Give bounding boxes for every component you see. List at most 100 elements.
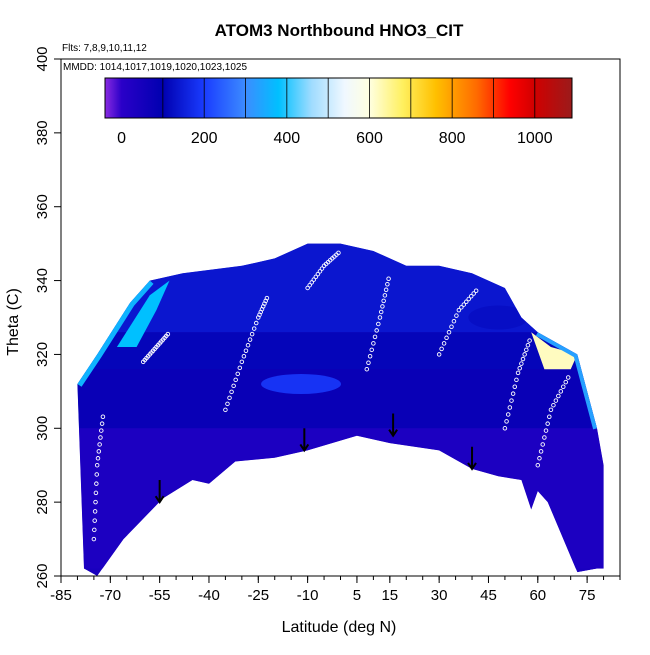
track-point	[509, 398, 514, 403]
colorbar: 0 200 400 600 800 1000	[104, 77, 573, 147]
track-point	[309, 280, 314, 285]
track-point	[245, 342, 251, 348]
track-point	[553, 398, 559, 403]
track-point	[93, 499, 98, 505]
track-point	[223, 407, 228, 413]
track-point	[364, 366, 370, 372]
arrow-head	[299, 443, 310, 453]
track-point	[99, 421, 105, 426]
y-tick-label: 380	[34, 120, 51, 145]
x-tick-label: 45	[480, 587, 497, 604]
track-point	[558, 389, 564, 394]
track-point	[504, 419, 509, 424]
track-point	[524, 347, 529, 353]
track-point	[537, 456, 542, 461]
track-point	[446, 330, 452, 335]
track-point	[225, 401, 230, 407]
track-point	[565, 375, 571, 380]
track-point	[95, 456, 101, 461]
track-point	[369, 347, 374, 353]
flights-annotation: Flts: 7,8,9,10,11,12	[62, 43, 147, 54]
track-point	[165, 331, 171, 337]
track-point	[98, 435, 103, 440]
track-point	[94, 481, 99, 486]
colorbar-tick-label: 600	[356, 130, 383, 147]
track-point	[548, 407, 554, 413]
track-point	[543, 428, 549, 433]
data-band	[77, 332, 604, 370]
track-point	[527, 338, 532, 343]
data-band	[77, 369, 604, 429]
dates-annotation: MMDD: 1014,1017,1019,1020,1023,1025	[63, 62, 247, 73]
colorbar-tick-label: 800	[439, 130, 466, 147]
track-point	[92, 509, 98, 514]
track-point	[97, 442, 102, 447]
track-point	[239, 359, 245, 365]
track-point	[542, 435, 547, 440]
track-point	[235, 371, 240, 377]
arrows	[154, 413, 477, 504]
track-point	[243, 348, 249, 353]
track-point	[459, 305, 464, 310]
track-point	[93, 490, 99, 496]
arrow-head	[154, 495, 165, 504]
colorbar-bar	[104, 77, 573, 119]
track-point	[251, 326, 257, 331]
track-point	[563, 379, 568, 385]
x-tick-label: 15	[381, 587, 398, 604]
x-tick-label: 5	[353, 587, 361, 604]
x-tick-label: 75	[579, 587, 596, 604]
track-point	[386, 276, 391, 281]
track-point	[307, 282, 312, 288]
track-point	[441, 341, 447, 346]
track-point	[96, 449, 102, 454]
track-point	[366, 360, 371, 365]
x-tick-label: -10	[297, 587, 319, 604]
y-tick-label: 300	[34, 416, 51, 441]
track-point	[515, 370, 521, 376]
track-point	[547, 414, 552, 419]
track-point	[561, 384, 566, 389]
track-point	[380, 304, 385, 309]
track-point	[253, 320, 259, 326]
track-point	[454, 313, 459, 318]
track-point	[514, 377, 519, 383]
track-point	[385, 282, 390, 287]
x-axis-label: Latitude (deg N)	[282, 619, 397, 636]
track-point	[367, 354, 373, 359]
x-tick-label: -70	[99, 587, 121, 604]
track-point	[315, 271, 321, 277]
track-point	[374, 328, 379, 333]
track-point	[231, 383, 236, 389]
track-point	[92, 518, 97, 523]
data-region	[531, 332, 578, 370]
track-point	[311, 277, 317, 282]
track-point	[92, 527, 97, 533]
track-point	[249, 331, 255, 337]
track-point	[383, 287, 389, 293]
track-point	[100, 414, 106, 419]
track-point	[535, 462, 541, 468]
track-point	[229, 389, 234, 395]
track-point	[510, 391, 516, 396]
track-point	[99, 428, 104, 433]
x-tick-label: -55	[149, 587, 171, 604]
track-point	[502, 426, 508, 431]
arrow-head	[467, 462, 477, 471]
y-axis-label: Theta (C)	[5, 288, 22, 356]
track-point	[471, 291, 476, 296]
track-point	[378, 309, 384, 315]
track-point	[456, 307, 462, 313]
track-point	[94, 462, 100, 468]
track-point	[505, 412, 511, 417]
track-point	[545, 421, 550, 426]
track-point	[525, 342, 531, 348]
track-point	[381, 298, 386, 304]
track-point	[512, 384, 518, 389]
x-tick-label: -40	[198, 587, 220, 604]
track-point	[551, 402, 556, 408]
y-tick-label: 280	[34, 490, 51, 515]
track-point	[376, 321, 381, 327]
